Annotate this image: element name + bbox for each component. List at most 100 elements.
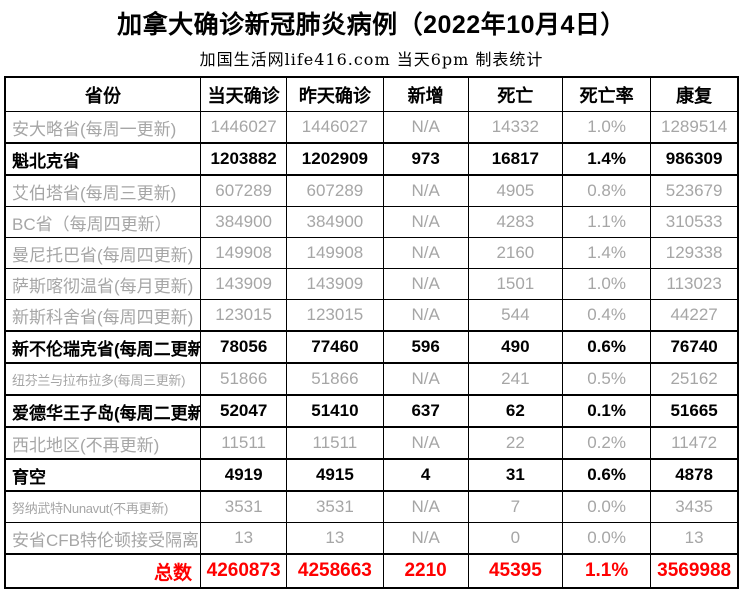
- deaths-cell: 16817: [467, 142, 563, 176]
- recovered-cell: 129338: [650, 237, 739, 269]
- death-rate-cell: 0.0%: [561, 490, 652, 523]
- page: 加拿大确诊新冠肺炎病例（2022年10月4日） 加国生活网life416.com…: [0, 5, 743, 589]
- death-rate-cell: 0.5%: [561, 362, 652, 396]
- yesterday-cell: 384900: [286, 206, 384, 238]
- deaths-cell: 544: [467, 299, 563, 332]
- table-row-pei: 爱德华王子岛(每周二更新) 52047 51410 637 62 0.1% 51…: [4, 394, 739, 428]
- table-row-total: 总数 4260873 4258663 2210 45395 1.1% 35699…: [4, 553, 739, 589]
- yesterday-cell: 149908: [286, 237, 384, 269]
- death-rate-cell: 1.0%: [561, 111, 652, 144]
- deaths-cell: 22: [467, 426, 563, 460]
- province-cell: 安省CFB特伦顿接受隔离: [4, 522, 202, 555]
- table-row-bc: BC省（每周四更新） 384900 384900 N/A 4283 1.1% 3…: [4, 206, 739, 238]
- deaths-cell: 62: [467, 394, 563, 428]
- death-rate-cell: 0.0%: [561, 522, 652, 555]
- yesterday-cell: 77460: [286, 330, 384, 364]
- today-cell: 4919: [200, 458, 288, 492]
- header-yesterday-confirmed: 昨天确诊: [286, 76, 384, 112]
- new-cases-cell: N/A: [382, 490, 469, 523]
- recovered-cell: 1289514: [650, 111, 739, 144]
- today-cell: 78056: [200, 330, 288, 364]
- recovered-cell: 76740: [650, 330, 739, 364]
- death-rate-cell: 0.6%: [561, 458, 652, 492]
- table-row-yukon: 育空 4919 4915 4 31 0.6% 4878: [4, 458, 739, 492]
- today-cell: 11511: [200, 426, 288, 460]
- today-cell: 143909: [200, 268, 288, 300]
- recovered-cell: 3435: [650, 490, 739, 523]
- deaths-cell: 0: [467, 522, 563, 555]
- today-cell: 13: [200, 522, 288, 555]
- header-recovered: 康复: [650, 76, 739, 112]
- death-rate-cell: 1.4%: [561, 237, 652, 269]
- page-subtitle: 加国生活网life416.com 当天6pm 制表统计: [199, 50, 544, 69]
- new-cases-cell: N/A: [382, 206, 469, 238]
- new-cases-cell: 2210: [382, 553, 469, 589]
- recovered-cell: 13: [650, 522, 739, 555]
- today-cell: 4260873: [200, 553, 288, 589]
- recovered-cell: 4878: [650, 458, 739, 492]
- death-rate-cell: 1.0%: [561, 268, 652, 300]
- header-new-cases: 新增: [382, 76, 469, 112]
- today-cell: 149908: [200, 237, 288, 269]
- deaths-cell: 241: [467, 362, 563, 396]
- new-cases-cell: N/A: [382, 522, 469, 555]
- yesterday-cell: 3531: [286, 490, 384, 523]
- table-row-northwest-territories: 西北地区(不再更新) 11511 11511 N/A 22 0.2% 11472: [4, 426, 739, 460]
- table-row-saskatchewan: 萨斯喀彻温省(每月更新) 143909 143909 N/A 1501 1.0%…: [4, 268, 739, 300]
- new-cases-cell: N/A: [382, 299, 469, 332]
- death-rate-cell: 1.4%: [561, 142, 652, 176]
- new-cases-cell: N/A: [382, 426, 469, 460]
- death-rate-cell: 0.4%: [561, 299, 652, 332]
- table-row-nova-scotia: 新斯科舍省(每周四更新) 123015 123015 N/A 544 0.4% …: [4, 299, 739, 332]
- yesterday-cell: 607289: [286, 174, 384, 207]
- yesterday-cell: 4915: [286, 458, 384, 492]
- yesterday-cell: 123015: [286, 299, 384, 332]
- yesterday-cell: 11511: [286, 426, 384, 460]
- deaths-cell: 4905: [467, 174, 563, 207]
- new-cases-cell: N/A: [382, 268, 469, 300]
- total-label-cell: 总数: [4, 553, 202, 589]
- table-row-manitoba: 曼尼托巴省(每周四更新) 149908 149908 N/A 2160 1.4%…: [4, 237, 739, 269]
- covid-cases-table: 省份 当天确诊 昨天确诊 新增 死亡 死亡率 康复 安大略省(每周一更新) 14…: [4, 76, 739, 589]
- new-cases-cell: 4: [382, 458, 469, 492]
- yesterday-cell: 51410: [286, 394, 384, 428]
- deaths-cell: 45395: [467, 553, 563, 589]
- province-cell: 爱德华王子岛(每周二更新): [4, 394, 202, 428]
- province-cell: 育空: [4, 458, 202, 492]
- death-rate-cell: 0.2%: [561, 426, 652, 460]
- yesterday-cell: 4258663: [286, 553, 384, 589]
- deaths-cell: 490: [467, 330, 563, 364]
- death-rate-cell: 1.1%: [561, 206, 652, 238]
- today-cell: 52047: [200, 394, 288, 428]
- province-cell: 新斯科舍省(每周四更新): [4, 299, 202, 332]
- recovered-cell: 25162: [650, 362, 739, 396]
- recovered-cell: 51665: [650, 394, 739, 428]
- table-row-alberta: 艾伯塔省(每周三更新) 607289 607289 N/A 4905 0.8% …: [4, 174, 739, 207]
- new-cases-cell: N/A: [382, 362, 469, 396]
- today-cell: 1446027: [200, 111, 288, 144]
- province-cell: 魁北克省: [4, 142, 202, 176]
- today-cell: 123015: [200, 299, 288, 332]
- header-row: 省份 当天确诊 昨天确诊 新增 死亡 死亡率 康复: [4, 76, 739, 112]
- recovered-cell: 3569988: [650, 553, 739, 589]
- recovered-cell: 986309: [650, 142, 739, 176]
- yesterday-cell: 1446027: [286, 111, 384, 144]
- deaths-cell: 14332: [467, 111, 563, 144]
- province-cell: 新不伦瑞克省(每周二更新): [4, 330, 202, 364]
- table-row-new-brunswick: 新不伦瑞克省(每周二更新) 78056 77460 596 490 0.6% 7…: [4, 330, 739, 364]
- table-row-newfoundland: 纽芬兰与拉布拉多(每周三更新) 51866 51866 N/A 241 0.5%…: [4, 362, 739, 396]
- table-row-quebec: 魁北克省 1203882 1202909 973 16817 1.4% 9863…: [4, 142, 739, 176]
- table-header: 省份 当天确诊 昨天确诊 新增 死亡 死亡率 康复: [4, 76, 739, 112]
- new-cases-cell: N/A: [382, 111, 469, 144]
- yesterday-cell: 51866: [286, 362, 384, 396]
- today-cell: 607289: [200, 174, 288, 207]
- recovered-cell: 113023: [650, 268, 739, 300]
- death-rate-cell: 0.8%: [561, 174, 652, 207]
- deaths-cell: 7: [467, 490, 563, 523]
- today-cell: 384900: [200, 206, 288, 238]
- yesterday-cell: 143909: [286, 268, 384, 300]
- deaths-cell: 4283: [467, 206, 563, 238]
- new-cases-cell: 596: [382, 330, 469, 364]
- recovered-cell: 310533: [650, 206, 739, 238]
- death-rate-cell: 0.1%: [561, 394, 652, 428]
